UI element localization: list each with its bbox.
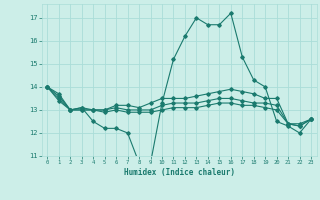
- X-axis label: Humidex (Indice chaleur): Humidex (Indice chaleur): [124, 168, 235, 177]
